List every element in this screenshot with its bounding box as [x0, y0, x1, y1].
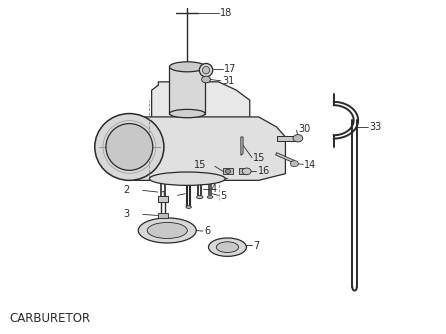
Text: 6: 6 [204, 226, 211, 236]
Polygon shape [169, 67, 205, 114]
Bar [158, 196, 168, 202]
Polygon shape [134, 117, 285, 180]
Ellipse shape [216, 242, 239, 253]
Text: 4: 4 [211, 184, 217, 194]
Ellipse shape [169, 109, 205, 118]
Polygon shape [241, 137, 243, 155]
Text: 7: 7 [253, 241, 260, 251]
Text: 31: 31 [222, 76, 234, 86]
Text: 17: 17 [224, 64, 237, 74]
Bar [239, 168, 247, 174]
Circle shape [290, 161, 298, 167]
Ellipse shape [186, 206, 191, 208]
Ellipse shape [169, 62, 205, 72]
Text: 18: 18 [220, 8, 232, 18]
Text: 5: 5 [220, 191, 226, 201]
Ellipse shape [202, 66, 210, 74]
Ellipse shape [147, 222, 187, 238]
Circle shape [293, 135, 303, 142]
Text: 30: 30 [298, 124, 310, 134]
Text: CARBURETOR: CARBURETOR [9, 312, 90, 325]
Text: 2: 2 [123, 185, 129, 195]
Circle shape [225, 169, 231, 173]
Ellipse shape [197, 195, 203, 199]
Bar [277, 136, 298, 141]
Ellipse shape [149, 172, 225, 185]
Ellipse shape [95, 114, 164, 180]
Ellipse shape [138, 218, 196, 243]
Text: 1: 1 [161, 191, 167, 201]
Text: 15: 15 [253, 153, 266, 163]
Ellipse shape [208, 238, 246, 257]
Ellipse shape [199, 63, 213, 77]
Bar [158, 213, 168, 218]
Polygon shape [152, 82, 250, 154]
Text: 16: 16 [258, 166, 270, 176]
Ellipse shape [106, 124, 153, 170]
Circle shape [242, 168, 251, 175]
Ellipse shape [207, 196, 213, 198]
Text: 15: 15 [194, 160, 206, 170]
Text: 3: 3 [123, 209, 129, 219]
Bar [223, 168, 233, 174]
Circle shape [202, 76, 211, 83]
Text: 14: 14 [304, 160, 316, 170]
Text: 33: 33 [369, 122, 381, 132]
Polygon shape [276, 153, 294, 163]
